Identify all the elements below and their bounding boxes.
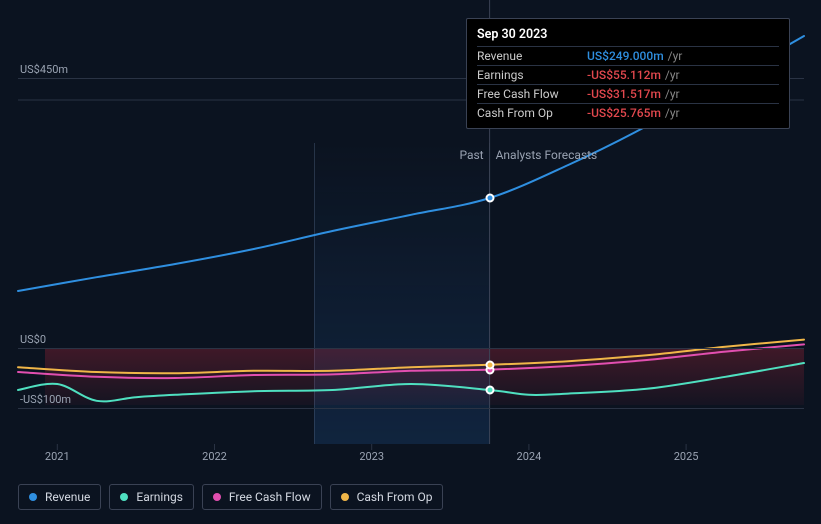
tooltip-unit: /yr (665, 87, 680, 101)
series-earnings (18, 363, 804, 401)
tooltip-value: US$249.000m (587, 49, 664, 63)
tooltip-row: Free Cash Flow-US$31.517m/yr (477, 85, 779, 104)
x-axis-label: 2024 (517, 450, 542, 463)
tooltip-key: Cash From Op (477, 106, 587, 120)
legend-label: Free Cash Flow (229, 490, 311, 504)
forecast-label: Analysts Forecasts (496, 148, 598, 162)
legend-item-revenue[interactable]: Revenue (18, 484, 101, 510)
tooltip-unit: /yr (665, 106, 680, 120)
chart-legend: Revenue Earnings Free Cash Flow Cash From O… (18, 484, 443, 510)
legend-item-free-cash-flow[interactable]: Free Cash Flow (202, 484, 322, 510)
legend-item-earnings[interactable]: Earnings (109, 484, 194, 510)
y-axis-label: US$450m (20, 63, 68, 78)
x-axis-label: 2021 (45, 450, 70, 463)
legend-swatch (341, 493, 349, 501)
legend-item-cash-from-op[interactable]: Cash From Op (330, 484, 444, 510)
gridline (18, 348, 804, 349)
x-axis-label: 2023 (359, 450, 384, 463)
chart-tooltip: Sep 30 2023 RevenueUS$249.000m/yrEarning… (466, 18, 790, 129)
tooltip-unit: /yr (665, 68, 680, 82)
tooltip-key: Earnings (477, 68, 587, 82)
x-axis-label: 2025 (674, 450, 699, 463)
gridline (18, 408, 804, 409)
tooltip-row: Earnings-US$55.112m/yr (477, 66, 779, 85)
legend-label: Cash From Op (357, 490, 433, 504)
tooltip-value: -US$31.517m (587, 87, 661, 101)
legend-label: Earnings (136, 490, 183, 504)
tooltip-key: Revenue (477, 49, 587, 63)
y-axis-label: -US$100m (20, 393, 71, 408)
marker-cash-from-op (485, 360, 494, 369)
tooltip-row: Cash From Op-US$25.765m/yr (477, 104, 779, 122)
y-axis-label: US$0 (20, 333, 46, 348)
tooltip-key: Free Cash Flow (477, 87, 587, 101)
marker-revenue (485, 194, 494, 203)
tooltip-value: -US$55.112m (587, 68, 661, 82)
x-axis: 2021 2022 2023 2024 2025 (18, 450, 804, 470)
past-label: Past (459, 148, 483, 162)
tooltip-date: Sep 30 2023 (477, 25, 779, 47)
legend-swatch (213, 493, 221, 501)
legend-swatch (29, 493, 37, 501)
legend-swatch (120, 493, 128, 501)
tooltip-unit: /yr (668, 49, 683, 63)
tooltip-value: -US$25.765m (587, 106, 661, 120)
x-axis-label: 2022 (202, 450, 227, 463)
legend-label: Revenue (45, 490, 90, 504)
marker-earnings (485, 386, 494, 395)
tooltip-row: RevenueUS$249.000m/yr (477, 47, 779, 66)
